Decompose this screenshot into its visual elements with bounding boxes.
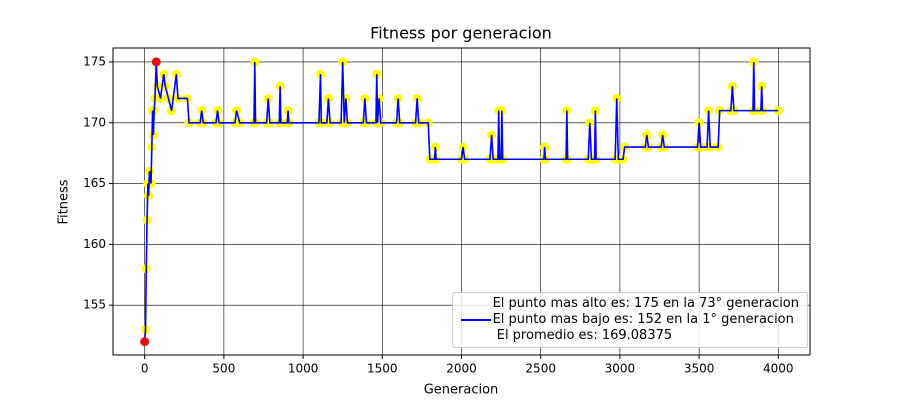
x-tick-label: 2000 — [446, 362, 477, 376]
series-line — [143, 61, 779, 342]
x-tick-label: 1000 — [288, 362, 319, 376]
y-tick-label: 165 — [83, 176, 106, 190]
legend-label: El punto mas alto es: 175 en la 73° gene… — [492, 296, 799, 343]
chart-title: Fitness por generacion — [370, 24, 552, 43]
legend: El punto mas alto es: 175 en la 73° gene… — [451, 292, 808, 348]
x-tick-label: 3000 — [605, 362, 636, 376]
y-tick-label: 175 — [83, 54, 106, 68]
x-tick-label: 3500 — [684, 362, 715, 376]
x-tick-label: 2500 — [525, 362, 556, 376]
x-tick-label: 1500 — [367, 362, 398, 376]
y-tick-label: 160 — [83, 237, 106, 251]
x-tick-label: 0 — [141, 362, 149, 376]
y-tick-label: 155 — [83, 298, 106, 312]
x-axis-label: Generacion — [424, 383, 499, 398]
x-tick-label: 500 — [212, 362, 235, 376]
legend-swatch — [460, 319, 491, 321]
plot-frame — [112, 47, 811, 356]
highlight-point — [151, 57, 161, 67]
y-tick-label: 170 — [83, 115, 106, 129]
x-tick-label: 4000 — [763, 362, 794, 376]
highlight-point — [140, 337, 150, 347]
y-axis-label: Fitness — [57, 179, 72, 224]
